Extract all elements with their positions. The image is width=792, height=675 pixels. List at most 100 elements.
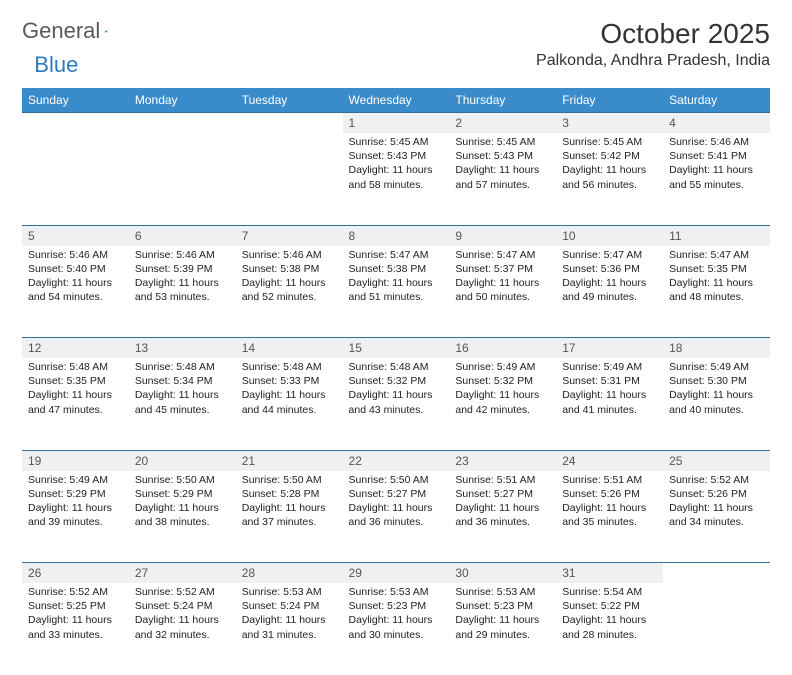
- day-number-row: 19202122232425: [22, 450, 770, 471]
- sunset-line: Sunset: 5:31 PM: [562, 374, 657, 388]
- daylight-line: Daylight: 11 hours and 49 minutes.: [562, 276, 657, 304]
- day-detail-cell: Sunrise: 5:46 AMSunset: 5:38 PMDaylight:…: [236, 246, 343, 338]
- day-number-cell: 8: [343, 225, 450, 246]
- day-detail-cell: Sunrise: 5:46 AMSunset: 5:41 PMDaylight:…: [663, 133, 770, 225]
- day-detail-row: Sunrise: 5:52 AMSunset: 5:25 PMDaylight:…: [22, 583, 770, 675]
- sunset-line: Sunset: 5:35 PM: [669, 262, 764, 276]
- day-detail-cell: Sunrise: 5:52 AMSunset: 5:25 PMDaylight:…: [22, 583, 129, 675]
- day-detail-cell: Sunrise: 5:49 AMSunset: 5:31 PMDaylight:…: [556, 358, 663, 450]
- day-detail-row: Sunrise: 5:46 AM Sunset: 5:40 PM Daylight:…: [22, 246, 770, 338]
- daylight-line: Daylight: 11 hours and 53 minutes.: [135, 276, 230, 304]
- sunset-line: Sunset: 5:29 PM: [28, 487, 123, 501]
- sunset-line: Sunset: 5:32 PM: [455, 374, 550, 388]
- weekday-header: Friday: [556, 88, 663, 113]
- day-number-cell: 18: [663, 338, 770, 359]
- day-number-cell: 7: [236, 225, 343, 246]
- sunrise-line: Sunrise: 5:47 AM: [562, 248, 657, 262]
- calendar-body: 1234Sunrise: 5:45 AMSunset: 5:43 PMDayli…: [22, 113, 770, 675]
- sunset-line: Sunset: 5:28 PM: [242, 487, 337, 501]
- day-number-cell: 26: [22, 563, 129, 584]
- weekday-header: Thursday: [449, 88, 556, 113]
- day-detail-cell: Sunrise: 5:49 AMSunset: 5:30 PMDaylight:…: [663, 358, 770, 450]
- day-number-row: 262728293031: [22, 563, 770, 584]
- day-number-cell: 5: [22, 225, 129, 246]
- sunrise-line: Sunrise: 5:48 AM: [349, 360, 444, 374]
- sunrise-line: Sunrise: 5:50 AM: [349, 473, 444, 487]
- day-detail-cell: Sunrise: 5:52 AMSunset: 5:24 PMDaylight:…: [129, 583, 236, 675]
- day-detail-cell: Sunrise: 5:47 AMSunset: 5:36 PMDaylight:…: [556, 246, 663, 338]
- sunset-line: Sunset: 5:43 PM: [349, 149, 444, 163]
- day-detail-cell: Sunrise: 5:48 AMSunset: 5:34 PMDaylight:…: [129, 358, 236, 450]
- daylight-line: Daylight: 11 hours and 48 minutes.: [669, 276, 764, 304]
- sunrise-line: Sunrise: 5:51 AM: [455, 473, 550, 487]
- day-number-cell: 2: [449, 113, 556, 134]
- day-detail-row: Sunrise: 5:45 AMSunset: 5:43 PMDaylight:…: [22, 133, 770, 225]
- sunset-line: Sunset: 5:38 PM: [242, 262, 337, 276]
- day-detail-cell: Sunrise: 5:45 AMSunset: 5:43 PMDaylight:…: [343, 133, 450, 225]
- sunrise-line: Sunrise: 5:53 AM: [242, 585, 337, 599]
- sunset-line: Sunset: 5:30 PM: [669, 374, 764, 388]
- sunset-line: Sunset: 5:40 PM: [28, 262, 123, 276]
- location-text: Palkonda, Andhra Pradesh, India: [536, 52, 770, 70]
- day-detail-cell: [22, 133, 129, 225]
- daylight-line: Daylight: 11 hours and 30 minutes.: [349, 613, 444, 641]
- sunrise-line: Sunrise: 5:46 AM: [135, 248, 230, 262]
- brand-logo: General: [22, 18, 126, 44]
- daylight-line: Daylight: 11 hours and 57 minutes.: [455, 163, 550, 191]
- weekday-header: Wednesday: [343, 88, 450, 113]
- sunrise-line: Sunrise: 5:52 AM: [135, 585, 230, 599]
- day-detail-cell: Sunrise: 5:47 AMSunset: 5:35 PMDaylight:…: [663, 246, 770, 338]
- day-number-cell: 20: [129, 450, 236, 471]
- daylight-line: Daylight: 11 hours and 42 minutes.: [455, 388, 550, 416]
- day-detail-cell: Sunrise: 5:45 AMSunset: 5:43 PMDaylight:…: [449, 133, 556, 225]
- sunset-line: Sunset: 5:24 PM: [135, 599, 230, 613]
- weekday-header: Saturday: [663, 88, 770, 113]
- sunset-line: Sunset: 5:23 PM: [455, 599, 550, 613]
- day-detail-row: Sunrise: 5:49 AMSunset: 5:29 PMDaylight:…: [22, 471, 770, 563]
- day-number-cell: 3: [556, 113, 663, 134]
- sunset-line: Sunset: 5:34 PM: [135, 374, 230, 388]
- day-number-cell: 25: [663, 450, 770, 471]
- sunrise-line: Sunrise: 5:48 AM: [135, 360, 230, 374]
- weekday-header-row: Sunday Monday Tuesday Wednesday Thursday…: [22, 88, 770, 113]
- title-block: October 2025 Palkonda, Andhra Pradesh, I…: [536, 18, 770, 70]
- daylight-line: Daylight: 11 hours and 51 minutes.: [349, 276, 444, 304]
- sunrise-line: Sunrise: 5:49 AM: [562, 360, 657, 374]
- day-detail-cell: [663, 583, 770, 675]
- sunrise-line: Sunrise: 5:45 AM: [562, 135, 657, 149]
- day-number-row: 12131415161718: [22, 338, 770, 359]
- day-detail-cell: [236, 133, 343, 225]
- sunset-line: Sunset: 5:26 PM: [669, 487, 764, 501]
- weekday-header: Monday: [129, 88, 236, 113]
- day-number-cell: 14: [236, 338, 343, 359]
- month-title: October 2025: [536, 18, 770, 50]
- sunrise-line: Sunrise: 5:47 AM: [455, 248, 550, 262]
- sunset-line: Sunset: 5:27 PM: [349, 487, 444, 501]
- day-number-cell: 30: [449, 563, 556, 584]
- daylight-line: Daylight: 11 hours and 40 minutes.: [669, 388, 764, 416]
- sunrise-line: Sunrise: 5:47 AM: [349, 248, 444, 262]
- day-number-cell: 9: [449, 225, 556, 246]
- day-detail-cell: Sunrise: 5:46 AMSunset: 5:40 PMDaylight:…: [22, 246, 129, 338]
- day-detail-cell: Sunrise: 5:53 AMSunset: 5:23 PMDaylight:…: [343, 583, 450, 675]
- day-detail-cell: Sunrise: 5:52 AMSunset: 5:26 PMDaylight:…: [663, 471, 770, 563]
- day-number-cell: 19: [22, 450, 129, 471]
- day-number-cell: 28: [236, 563, 343, 584]
- day-number-cell: [663, 563, 770, 584]
- sunset-line: Sunset: 5:38 PM: [349, 262, 444, 276]
- daylight-line: Daylight: 11 hours and 56 minutes.: [562, 163, 657, 191]
- daylight-line: Daylight: 11 hours and 50 minutes.: [455, 276, 550, 304]
- sunrise-line: Sunrise: 5:48 AM: [242, 360, 337, 374]
- sunset-line: Sunset: 5:42 PM: [562, 149, 657, 163]
- sunrise-line: Sunrise: 5:45 AM: [349, 135, 444, 149]
- daylight-line: Daylight: 11 hours and 34 minutes.: [669, 501, 764, 529]
- daylight-line: Daylight: 11 hours and 31 minutes.: [242, 613, 337, 641]
- day-detail-cell: Sunrise: 5:51 AMSunset: 5:26 PMDaylight:…: [556, 471, 663, 563]
- day-detail-cell: Sunrise: 5:45 AMSunset: 5:42 PMDaylight:…: [556, 133, 663, 225]
- day-detail-cell: Sunrise: 5:51 AMSunset: 5:27 PMDaylight:…: [449, 471, 556, 563]
- sunset-line: Sunset: 5:36 PM: [562, 262, 657, 276]
- sunrise-line: Sunrise: 5:52 AM: [669, 473, 764, 487]
- daylight-line: Daylight: 11 hours and 38 minutes.: [135, 501, 230, 529]
- day-number-cell: 1: [343, 113, 450, 134]
- day-detail-cell: Sunrise: 5:47 AMSunset: 5:38 PMDaylight:…: [343, 246, 450, 338]
